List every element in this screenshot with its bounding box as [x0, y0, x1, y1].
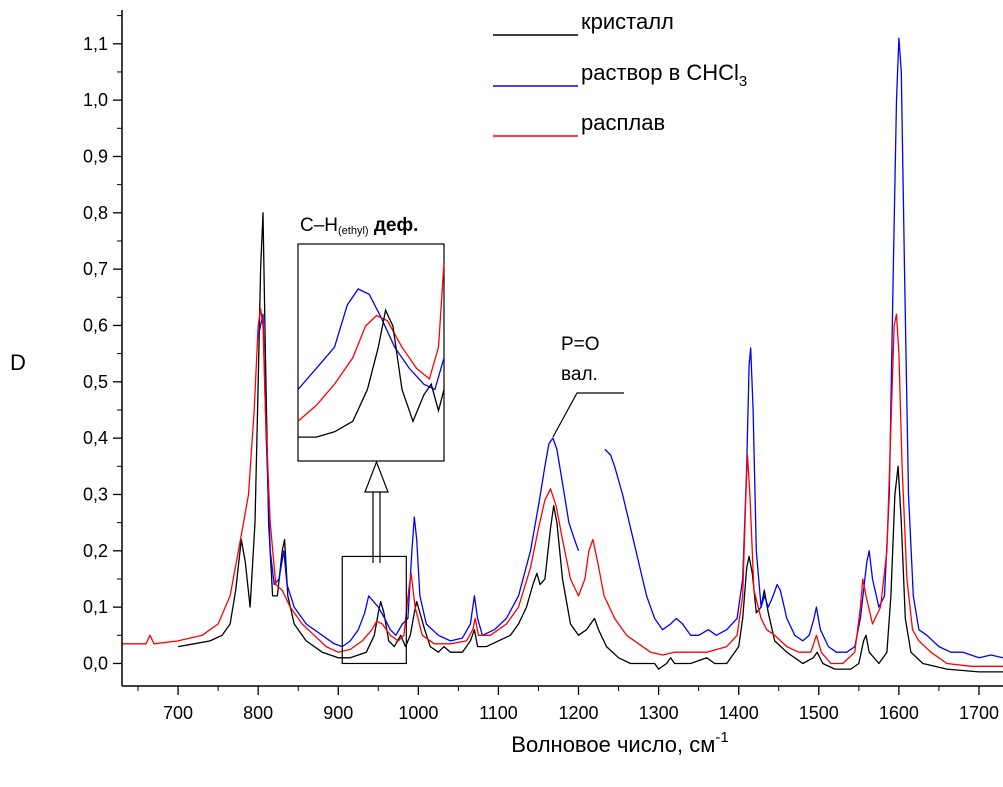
po-label-line1: P=O	[561, 334, 600, 355]
inset-source-box	[341, 555, 407, 665]
y-tick-label-9: 0,9	[83, 146, 108, 166]
series-line-0	[177, 212, 1003, 673]
inset-box	[297, 243, 445, 462]
inset-series-line-2	[298, 308, 445, 438]
x-tick-label-1100: 1100	[479, 703, 518, 723]
legend: кристалл раствор в CHCl3 расплав	[493, 9, 747, 137]
y-tick-label-7: 0,7	[83, 259, 108, 279]
y-axis: 0,0 0,1 0,2 0,3 0,4 0,5 0,6 0,7 0,8 0,9 1,0 1,1	[83, 10, 123, 686]
y-ticks: 0,0 0,1 0,2 0,3 0,4 0,5 0,6 0,7 0,8 0,9 1,0 1,1	[83, 15, 122, 673]
y-tick-label-4: 0,4	[83, 428, 108, 448]
inset-series-line-0	[297, 288, 445, 391]
series-layer	[122, 37, 1003, 673]
y-tick-label-11: 1,1	[83, 34, 108, 54]
x-tick-label-1000: 1000	[398, 703, 438, 723]
legend-label-0: кристалл	[581, 9, 674, 34]
inset-title: C–H(ethyl) деф.	[300, 215, 418, 237]
y-tick-label-10: 1,0	[83, 90, 108, 110]
legend-label-1: раствор в CHCl3	[581, 60, 747, 90]
y-tick-label-0: 0,0	[83, 653, 108, 673]
x-axis: 700 800 900 1000 1100 1200 1300 1400 1500 1600 170…	[122, 685, 1003, 723]
series-line-2	[604, 37, 1003, 659]
x-axis-label: Волновое число, см-1	[511, 729, 728, 757]
x-tick-label-1500: 1500	[799, 703, 839, 723]
legend-label-2: расплав	[581, 110, 665, 135]
y-tick-label-2: 0,2	[83, 541, 108, 561]
x-tick-label-1300: 1300	[639, 703, 679, 723]
x-ticks: 700 800 900 1000 1100 1200 1300 1400 1500 1600 170…	[137, 686, 999, 723]
x-tick-label-1200: 1200	[558, 703, 598, 723]
inset-arrow-head	[364, 460, 389, 493]
y-tick-label-3: 0,3	[83, 484, 108, 504]
x-tick-label-900: 900	[323, 703, 353, 723]
x-tick-label-1400: 1400	[719, 703, 759, 723]
series-line-3	[122, 307, 1003, 667]
inset-series-line-1	[297, 262, 445, 422]
po-leader-line	[552, 392, 624, 438]
x-tick-label-800: 800	[243, 703, 273, 723]
inset-lines	[297, 262, 445, 438]
po-label-line2: вал.	[561, 364, 598, 385]
x-tick-label-1600: 1600	[879, 703, 919, 723]
y-axis-label: D	[10, 350, 26, 375]
y-tick-label-8: 0,8	[83, 203, 108, 223]
po-annotation: P=O вал.	[552, 334, 624, 438]
y-tick-label-1: 0,1	[83, 597, 108, 617]
y-tick-label-5: 0,5	[83, 372, 108, 392]
x-tick-label-1700: 1700	[959, 703, 999, 723]
inset-annotation: C–H(ethyl) деф.	[297, 215, 445, 665]
x-tick-label-700: 700	[163, 703, 193, 723]
y-tick-label-6: 0,6	[83, 315, 108, 335]
